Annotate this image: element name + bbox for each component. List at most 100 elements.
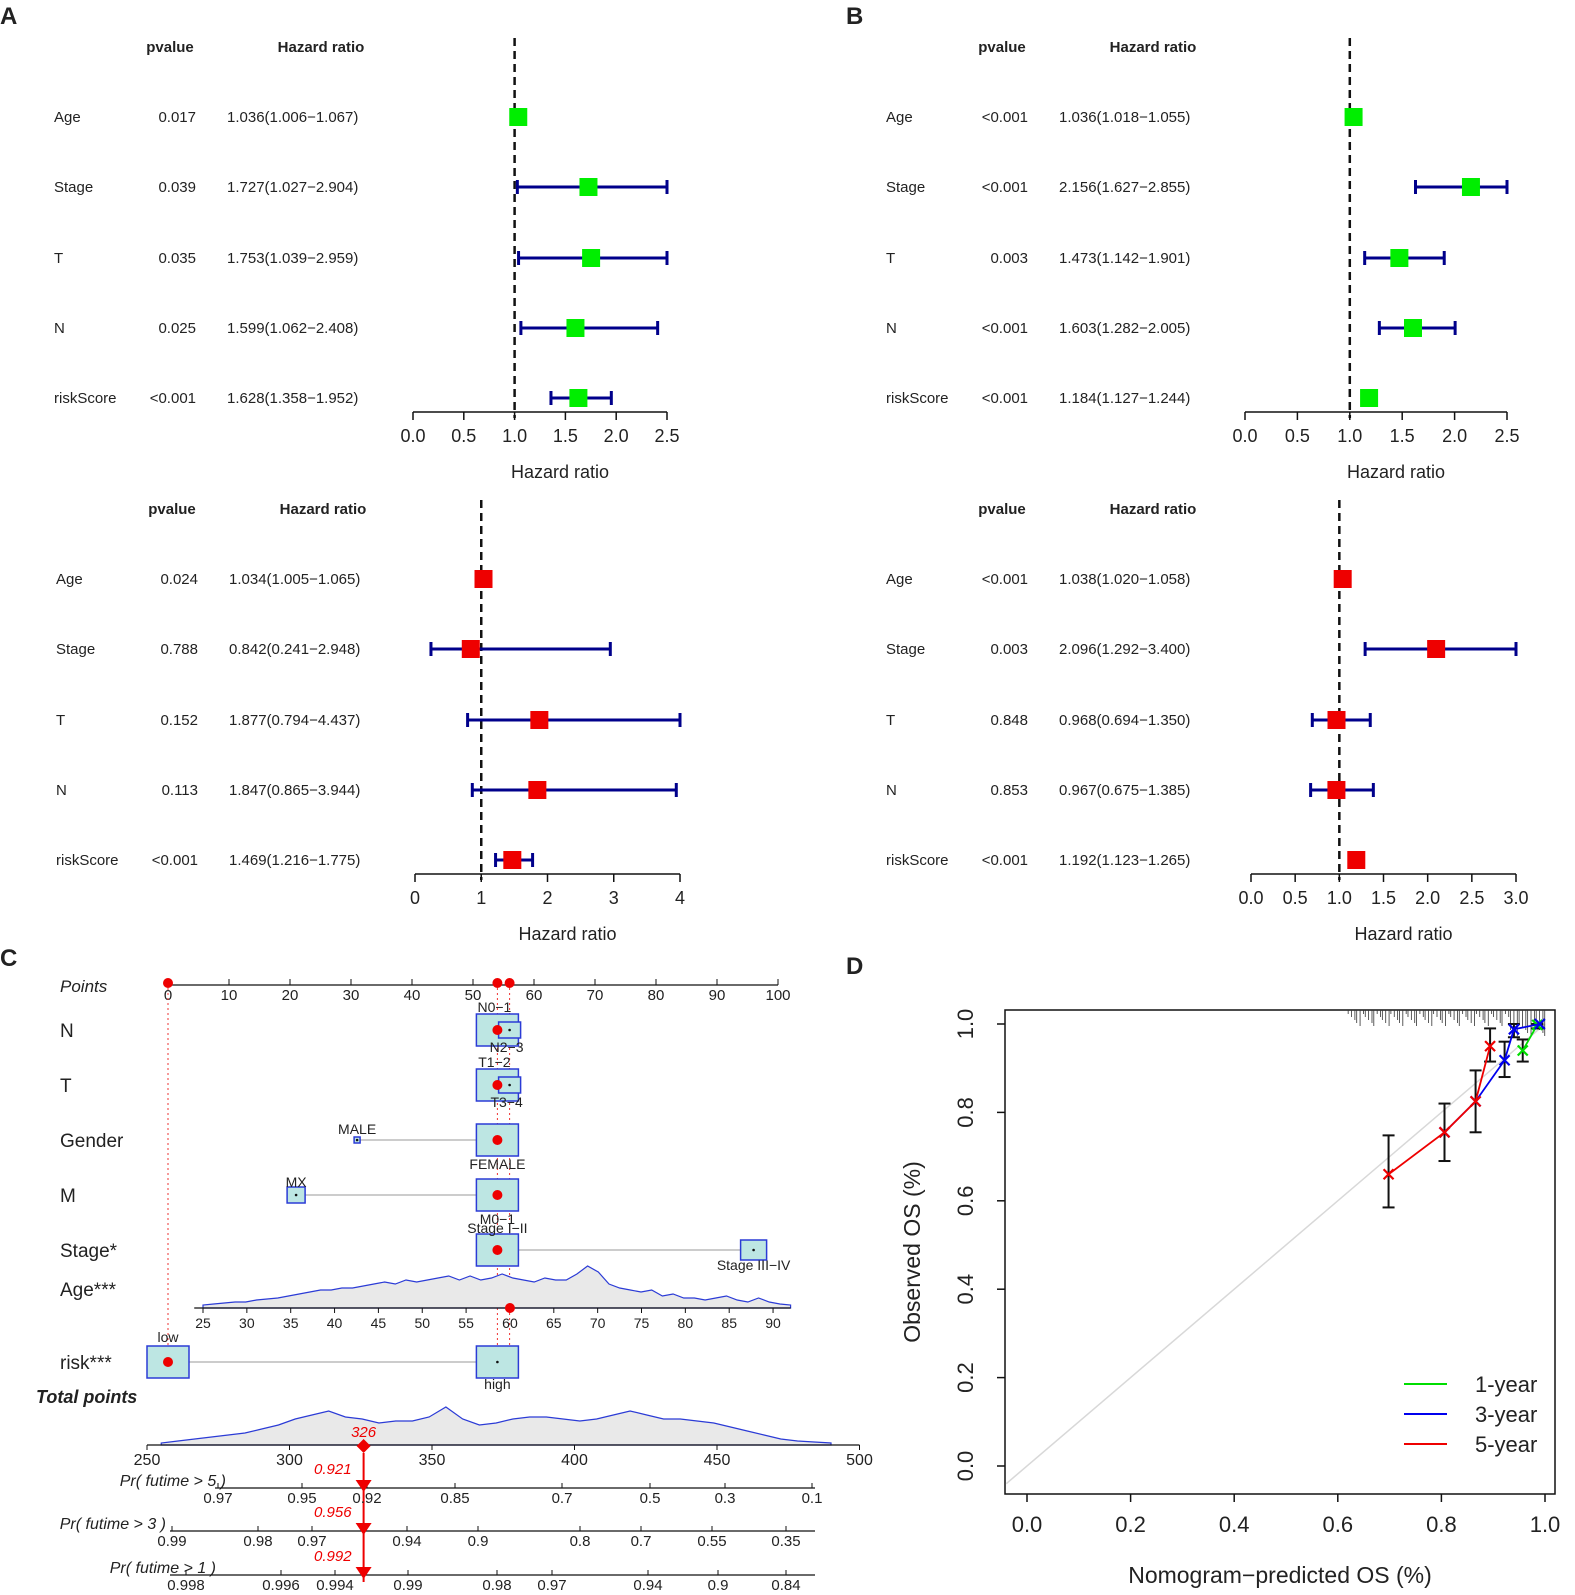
hr-marker bbox=[579, 178, 598, 196]
probability-axis-label: Pr( futime > 5 ) bbox=[120, 1473, 226, 1490]
row-label: Stage bbox=[886, 179, 925, 196]
probability-value-label: 0.956 bbox=[314, 1504, 352, 1521]
row-pvalue: 0.853 bbox=[990, 782, 1028, 799]
legend-label-1-year: 1-year bbox=[1475, 1372, 1537, 1397]
hr-marker bbox=[474, 570, 493, 588]
row-pvalue: 0.024 bbox=[160, 571, 198, 588]
x-tick-label: 1.5 bbox=[1371, 888, 1396, 908]
total-tick-label: 300 bbox=[276, 1452, 303, 1469]
probability-tick-label: 0.998 bbox=[167, 1577, 205, 1594]
probability-tick-label: 0.97 bbox=[297, 1533, 326, 1550]
probability-tick-label: 0.98 bbox=[482, 1577, 511, 1594]
probability-tick-label: 0.98 bbox=[243, 1533, 272, 1550]
x-tick-label: 2.5 bbox=[654, 426, 679, 446]
selected-level-dot bbox=[492, 1245, 503, 1255]
variable-label: M bbox=[60, 1186, 76, 1207]
x-tick-label: 2.0 bbox=[1442, 426, 1467, 446]
x-tick-label: 0.6 bbox=[1323, 1512, 1354, 1537]
row-label: riskScore bbox=[886, 390, 949, 407]
level-dot bbox=[496, 1360, 499, 1364]
level-box bbox=[146, 1345, 190, 1379]
hr-marker bbox=[1360, 389, 1379, 407]
series-point-5-year bbox=[1484, 1040, 1496, 1052]
probability-tick-label: 0.94 bbox=[633, 1577, 662, 1594]
level-label: MX bbox=[286, 1174, 308, 1190]
hr-marker bbox=[461, 640, 480, 658]
row-label: N bbox=[886, 782, 897, 799]
level-dot bbox=[752, 1248, 755, 1252]
level-label: M0−1 bbox=[480, 1211, 516, 1227]
probability-tick-label: 0.7 bbox=[631, 1533, 652, 1550]
forest-panel-A-bottom: pvalue Hazard ratio Age 0.024 1.034(1.005−1.… bbox=[56, 500, 685, 944]
row-label: T bbox=[886, 250, 895, 267]
pvalue-header: pvalue bbox=[146, 39, 194, 56]
age-selected-dot bbox=[504, 1303, 515, 1313]
probability-tick-label: 0.92 bbox=[352, 1490, 381, 1507]
row-pvalue: 0.113 bbox=[162, 782, 198, 799]
plot-frame bbox=[1004, 1009, 1556, 1495]
row-pvalue: 0.003 bbox=[990, 641, 1028, 658]
level-dot bbox=[355, 1138, 359, 1142]
legend-label-3-year: 3-year bbox=[1475, 1402, 1537, 1427]
series-line-1-year bbox=[1521, 1024, 1539, 1051]
x-tick-label: 0.5 bbox=[451, 426, 476, 446]
level-label: Stage I−II bbox=[467, 1220, 527, 1236]
x-tick-label: 1.0 bbox=[1337, 426, 1362, 446]
row-label: T bbox=[886, 712, 895, 729]
row-hazard-ratio: 0.842(0.241−2.948) bbox=[229, 641, 360, 658]
total-value-label: 326 bbox=[351, 1424, 377, 1441]
variable-label: Gender bbox=[60, 1131, 124, 1152]
x-axis-title: Hazard ratio bbox=[1347, 462, 1445, 482]
row-hazard-ratio: 2.096(1.292−3.400) bbox=[1059, 641, 1190, 658]
forest-plots: pvalue Hazard ratio Age 0.017 1.036(1.006−1.… bbox=[54, 38, 1529, 944]
x-tick-label: 0.0 bbox=[1238, 888, 1263, 908]
hazard-ratio-header: Hazard ratio bbox=[278, 39, 365, 56]
x-tick-label: 2.5 bbox=[1494, 426, 1519, 446]
series-point-3-year bbox=[1508, 1023, 1520, 1036]
age-density bbox=[202, 1265, 792, 1309]
points-tick-label: 30 bbox=[343, 987, 360, 1004]
row-hazard-ratio: 1.036(1.018−1.055) bbox=[1059, 109, 1190, 126]
age-tick-label: 35 bbox=[283, 1315, 299, 1331]
y-tick-label: 0.4 bbox=[953, 1274, 978, 1305]
hazard-ratio-header: Hazard ratio bbox=[280, 501, 367, 518]
calibration-plot: 0.0 0.0 0.2 0.2 0.4 0.4 0.6 0.6 0.8 0.8 1.0 1.0 Nomo… bbox=[899, 1009, 1560, 1588]
panel-letter-d: D bbox=[846, 953, 863, 980]
age-tick-label: 30 bbox=[239, 1315, 255, 1331]
selected-level-dot bbox=[492, 1190, 503, 1200]
age-tick-label: 25 bbox=[195, 1315, 211, 1331]
row-hazard-ratio: 1.628(1.358−1.952) bbox=[227, 390, 358, 407]
row-hazard-ratio: 1.038(1.020−1.058) bbox=[1059, 571, 1190, 588]
variable-label: Stage* bbox=[60, 1241, 118, 1262]
row-hazard-ratio: 1.877(0.794−4.437) bbox=[229, 712, 360, 729]
total-tick-label: 450 bbox=[704, 1452, 731, 1469]
x-tick-label: 0.0 bbox=[1012, 1512, 1043, 1537]
row-pvalue: <0.001 bbox=[982, 571, 1028, 588]
selected-level-dot bbox=[492, 1080, 503, 1090]
row-pvalue: <0.001 bbox=[982, 852, 1028, 869]
pvalue-header: pvalue bbox=[978, 39, 1026, 56]
x-tick-label: 3.0 bbox=[1503, 888, 1528, 908]
level-label: N2−3 bbox=[490, 1039, 524, 1055]
series-point-3-year bbox=[1534, 1018, 1546, 1030]
total-points-label: Total points bbox=[36, 1387, 137, 1407]
points-axis-label: Points bbox=[60, 977, 108, 996]
y-tick-label: 0.8 bbox=[953, 1097, 978, 1128]
total-value-marker bbox=[356, 1439, 371, 1453]
y-tick-label: 1.0 bbox=[953, 1009, 978, 1040]
probability-marker bbox=[355, 1523, 372, 1535]
y-axis-title: Observed OS (%) bbox=[899, 1161, 925, 1343]
row-hazard-ratio: 0.967(0.675−1.385) bbox=[1059, 782, 1190, 799]
x-tick-label: 2.0 bbox=[604, 426, 629, 446]
level-dot bbox=[294, 1193, 298, 1197]
probability-tick-label: 0.996 bbox=[262, 1577, 300, 1594]
age-tick-label: 65 bbox=[546, 1315, 562, 1331]
points-tick-label: 80 bbox=[648, 987, 665, 1004]
x-tick-label: 2.0 bbox=[1415, 888, 1440, 908]
probability-value-label: 0.992 bbox=[314, 1548, 352, 1565]
series-point-5-year bbox=[1438, 1126, 1451, 1139]
panel-letter-c: C bbox=[0, 945, 17, 972]
row-label: Age bbox=[54, 109, 81, 126]
x-tick-label: 0.5 bbox=[1285, 426, 1310, 446]
series-line-5-year bbox=[1388, 1045, 1491, 1175]
